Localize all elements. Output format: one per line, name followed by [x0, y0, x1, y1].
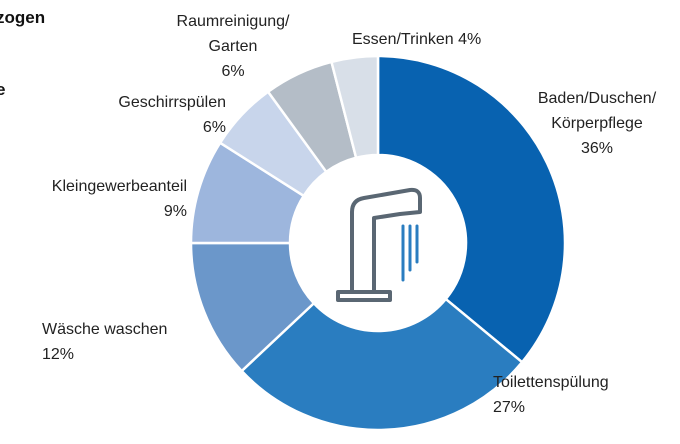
faucet-icon — [336, 187, 422, 302]
category-label: Baden/Duschen/ Körperpflege — [537, 90, 657, 132]
slice-label: Kleingewerbeanteil 9% — [52, 174, 187, 224]
slice-label: Essen/Trinken 4% — [352, 27, 481, 52]
slice-label: Wäsche waschen 12% — [42, 317, 167, 367]
category-label: Kleingewerbeanteil — [51, 178, 187, 195]
value-label: 4% — [458, 31, 482, 48]
category-label: Geschirrspülen — [118, 94, 226, 111]
category-label: Essen/Trinken — [352, 31, 454, 48]
annotation: e — [0, 80, 6, 99]
slice-label: Baden/Duschen/ Körperpflege 36% — [507, 86, 680, 161]
annotation: zogen — [0, 8, 46, 27]
value-label: 36% — [580, 140, 614, 157]
slice — [329, 54, 380, 160]
category-label: Toilettenspülung — [493, 374, 609, 391]
slice-label: Geschirrspülen 6% — [118, 90, 226, 140]
slice-label: Raumreinigung/ Garten 6% — [153, 9, 313, 84]
category-label: Wäsche waschen — [42, 321, 168, 338]
slice — [239, 297, 524, 432]
value-label: 27% — [493, 399, 526, 416]
category-label: Raumreinigung/ Garten — [176, 13, 290, 55]
value-label: 12% — [42, 346, 75, 363]
slice-label: Toilettenspülung 27% — [493, 370, 609, 420]
value-label: 6% — [202, 119, 226, 136]
value-label: 9% — [163, 203, 187, 220]
slice — [376, 54, 567, 364]
value-label: 6% — [221, 63, 245, 80]
